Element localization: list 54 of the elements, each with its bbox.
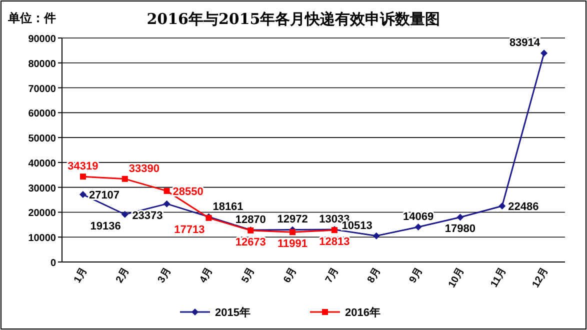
point [456, 214, 464, 221]
data-label: 22486 [508, 201, 539, 214]
y-tick-label: 90000 [28, 34, 56, 45]
x-tick-label: 7月 [324, 266, 342, 285]
x-tick-label: 9月 [408, 266, 425, 285]
data-label: 17713 [174, 224, 205, 236]
y-tick-label: 0 [50, 258, 56, 269]
point [79, 191, 86, 198]
data-label: 19136 [90, 220, 121, 232]
point [498, 202, 506, 210]
x-tick-label: 6月 [282, 266, 300, 285]
data-label: 83914 [509, 37, 541, 50]
data-label: 12972 [277, 214, 308, 226]
chart-title: 2016年与2015年各月快递有效申诉数量图 [146, 10, 440, 28]
x-tick-label: 4月 [198, 266, 216, 285]
data-label: 34319 [68, 160, 98, 173]
point [121, 210, 128, 218]
data-label: 18161 [212, 200, 244, 213]
point [414, 223, 422, 230]
point [372, 232, 380, 240]
data-label: 12673 [235, 236, 266, 248]
y-tick-label: 40000 [28, 158, 56, 170]
y-tick-label: 60000 [28, 108, 56, 120]
y-tick-label: 10000 [28, 233, 56, 244]
y-tick-label: 50000 [28, 134, 56, 145]
legend-label: 2016年 [345, 306, 380, 319]
x-tick-label: 2月 [114, 266, 132, 285]
x-tick-label: 3月 [156, 266, 174, 285]
data-label: 17980 [444, 223, 476, 236]
x-tick-label: 11月 [488, 266, 509, 290]
point [290, 229, 296, 236]
x-tick-label: 12月 [530, 266, 551, 290]
x-tick-label: 10月 [446, 266, 467, 290]
text: 单位：件 [7, 11, 56, 25]
point [164, 188, 170, 194]
point [163, 200, 170, 208]
y-tick-label: 30000 [28, 183, 56, 194]
y-tick-label: 80000 [28, 58, 56, 70]
point [122, 176, 128, 182]
data-label: 33390 [128, 162, 160, 175]
point [540, 50, 548, 57]
data-label: 28550 [172, 186, 204, 198]
legend-label: 2015年 [215, 306, 250, 319]
y-tick-label: 70000 [28, 84, 56, 95]
x-tick-label: 5月 [240, 266, 258, 285]
y-tick-label: 20000 [28, 208, 56, 220]
point [80, 174, 86, 180]
data-label: 27107 [88, 190, 120, 202]
data-label: 12870 [235, 214, 266, 226]
data-label: 12813 [319, 236, 350, 248]
data-label: 14069 [402, 210, 434, 223]
x-tick-label: 8月 [366, 266, 383, 285]
x-tick-label: 1月 [72, 266, 90, 285]
data-label: 11991 [278, 238, 308, 250]
